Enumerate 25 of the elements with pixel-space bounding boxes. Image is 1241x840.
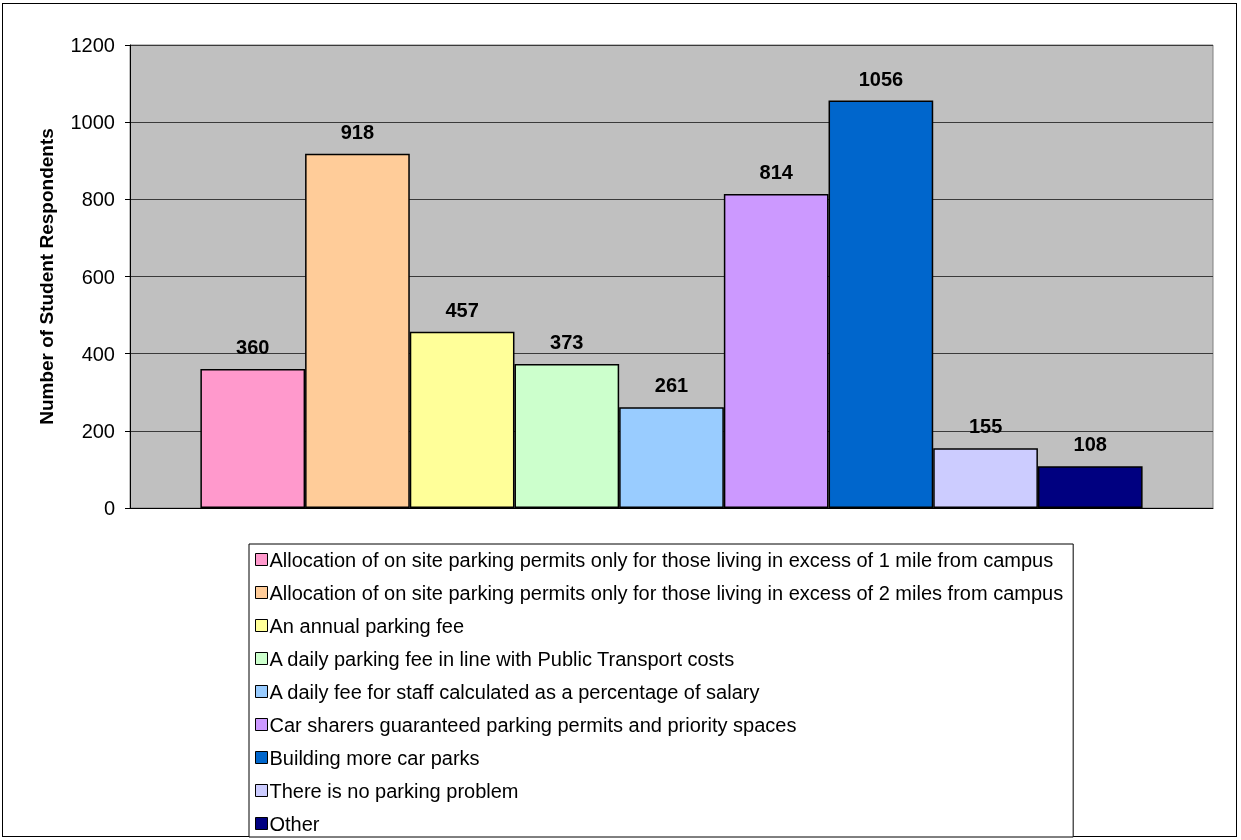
legend-label: A daily parking fee in line with Public Transport costs: [269, 647, 735, 670]
legend-label: Allocation of on site parking permits only for those living in excess of 1 mile from campus: [269, 548, 1054, 571]
y-tick-label: 800: [81, 188, 115, 211]
y-axis-title: Number of Student Respondents: [36, 128, 57, 425]
data-label: 108: [1073, 433, 1107, 456]
y-tick-label: 400: [81, 342, 115, 365]
data-label: 261: [654, 374, 689, 397]
legend-label: Allocation of on site parking permits only for those living in excess of 2 miles from campus: [269, 581, 1064, 604]
data-label: 918: [340, 120, 375, 143]
y-tick-label: 1000: [70, 111, 115, 134]
legend-label: Other: [269, 812, 320, 835]
y-tick-label: 200: [81, 419, 115, 442]
y-tick-label: 0: [103, 497, 115, 519]
data-label: 373: [550, 331, 584, 354]
legend-label: A daily fee for staff calculated as a percentage of salary: [269, 680, 760, 703]
legend-label: There is no parking problem: [269, 779, 519, 802]
y-tick-label: 600: [81, 265, 115, 288]
data-label: 457: [445, 298, 479, 321]
data-label: 814: [759, 160, 794, 183]
data-label: 1056: [858, 67, 904, 90]
legend-label: An annual parking fee: [269, 614, 465, 637]
legend-label: Building more car parks: [269, 746, 480, 769]
y-tick-label: 1200: [70, 34, 115, 56]
legend-label: Car sharers guaranteed parking permits and priority spaces: [269, 713, 797, 736]
data-label: 360: [236, 336, 270, 359]
